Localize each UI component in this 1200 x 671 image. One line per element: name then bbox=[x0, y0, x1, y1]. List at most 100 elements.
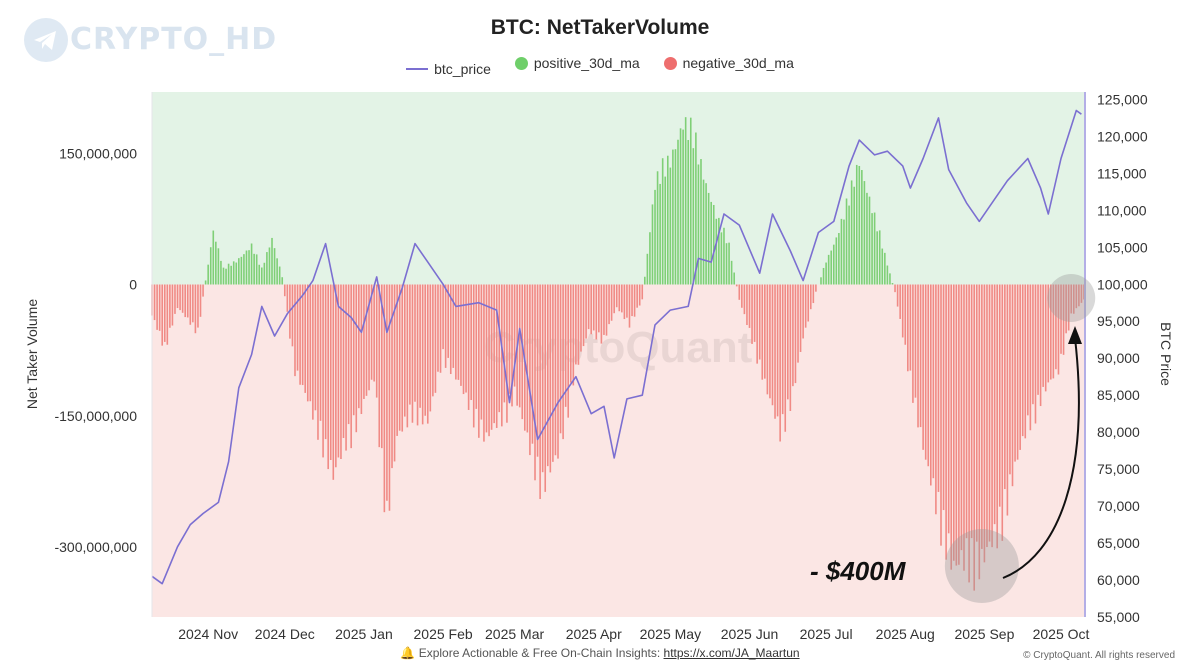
negative-bar bbox=[179, 284, 181, 311]
negative-bar bbox=[1070, 284, 1073, 314]
positive-bar bbox=[684, 117, 687, 285]
negative-bar bbox=[301, 284, 304, 386]
positive-bar bbox=[702, 179, 705, 285]
negative-bar bbox=[363, 284, 365, 399]
positive-bar bbox=[822, 267, 825, 285]
negative-bar bbox=[1044, 284, 1047, 392]
negative-bar bbox=[797, 284, 799, 363]
negative-bar bbox=[1009, 284, 1011, 475]
negative-bar bbox=[370, 284, 373, 380]
negative-bar bbox=[386, 284, 388, 501]
negative-bar bbox=[904, 284, 907, 345]
negative-bar bbox=[917, 284, 919, 428]
y-tick-right-label: 70,000 bbox=[1097, 498, 1140, 514]
x-tick-label: 2025 Apr bbox=[566, 626, 622, 642]
negative-bar bbox=[940, 284, 942, 546]
positive-bar bbox=[204, 280, 207, 285]
legend-item-btc-price[interactable]: btc_price bbox=[406, 61, 491, 77]
footer-link[interactable]: https://x.com/JA_Maartun bbox=[663, 646, 800, 660]
negative-bar bbox=[603, 284, 605, 335]
negative-bar bbox=[324, 284, 327, 440]
negative-bar bbox=[447, 284, 449, 358]
positive-bar bbox=[260, 267, 263, 285]
btc-price-line bbox=[151, 109, 1082, 585]
negative-bar bbox=[1047, 284, 1050, 383]
positive-bar bbox=[705, 183, 707, 285]
chart-title: BTC: NetTakerVolume bbox=[490, 16, 710, 39]
positive-bar bbox=[881, 248, 884, 285]
negative-bar bbox=[296, 284, 299, 371]
negative-bar bbox=[166, 284, 169, 345]
positive-bar bbox=[873, 212, 876, 285]
negative-bar bbox=[171, 284, 174, 326]
cryptoquant-watermark: CryptoQuant bbox=[484, 323, 753, 372]
positive-bar bbox=[843, 219, 845, 285]
positive-bar bbox=[863, 181, 866, 285]
negative-bar bbox=[981, 284, 983, 549]
negative-bar bbox=[784, 284, 787, 432]
negative-bar bbox=[383, 284, 386, 513]
negative-bar bbox=[306, 284, 309, 402]
negative-bar bbox=[1055, 284, 1057, 370]
negative-bar bbox=[291, 284, 294, 347]
positive-bar bbox=[220, 260, 222, 285]
positive-bar bbox=[255, 254, 258, 285]
positive-bar bbox=[855, 164, 858, 285]
negative-bar bbox=[945, 284, 947, 560]
annotation-group bbox=[944, 274, 1096, 603]
positive-bar bbox=[886, 265, 889, 285]
y-tick-right-label: 60,000 bbox=[1097, 572, 1140, 588]
negative-bar bbox=[809, 284, 812, 310]
negative-bar bbox=[475, 284, 478, 409]
legend-item-negative[interactable]: negative_30d_ma bbox=[663, 55, 794, 71]
negative-bar bbox=[1078, 284, 1080, 307]
negative-bar bbox=[909, 284, 912, 371]
negative-bar bbox=[598, 284, 600, 333]
negative-bar bbox=[294, 284, 296, 377]
negative-bar bbox=[942, 284, 945, 511]
negative-bar bbox=[192, 284, 194, 323]
axes: 150,000,000 0 -150,000,000 -300,000,000 125,… bbox=[54, 91, 1147, 642]
positive-bar bbox=[720, 232, 723, 285]
negative-bar bbox=[335, 284, 337, 468]
negative-bar bbox=[1037, 284, 1039, 395]
negative-bar bbox=[513, 284, 516, 387]
positive-bar bbox=[215, 241, 217, 285]
negative-bar bbox=[317, 284, 319, 440]
negative-bar bbox=[1001, 284, 1004, 541]
y-tick-left-label: 150,000,000 bbox=[59, 145, 137, 161]
legend-item-positive[interactable]: positive_30d_ma bbox=[514, 55, 640, 71]
negative-bar bbox=[812, 284, 815, 304]
positive-bar bbox=[271, 237, 273, 285]
negative-bar bbox=[1042, 284, 1044, 387]
positive-bar bbox=[222, 267, 225, 285]
y-tick-left-label: -300,000,000 bbox=[54, 539, 137, 555]
positive-bar bbox=[707, 192, 710, 285]
negative-bar bbox=[452, 284, 455, 368]
positive-bar bbox=[268, 247, 271, 285]
positive-bar bbox=[687, 139, 690, 285]
negative-bar bbox=[378, 284, 381, 448]
negative-bar bbox=[623, 284, 626, 320]
positive-bar bbox=[830, 250, 833, 285]
y-tick-left-label: -150,000,000 bbox=[54, 408, 137, 424]
negative-bar bbox=[518, 284, 521, 408]
negative-bar bbox=[467, 284, 470, 410]
negative-bar bbox=[978, 284, 981, 580]
negative-bar bbox=[753, 284, 756, 342]
negative-bar bbox=[419, 284, 421, 408]
negative-bar bbox=[608, 284, 610, 325]
x-tick-label: 2025 Jun bbox=[721, 626, 779, 642]
positive-bar bbox=[884, 252, 886, 285]
positive-bar bbox=[278, 266, 281, 285]
negative-bar bbox=[552, 284, 554, 462]
y-tick-right-label: 115,000 bbox=[1097, 165, 1147, 181]
positive-bar bbox=[232, 261, 235, 285]
negative-bar bbox=[633, 284, 636, 317]
negative-bar bbox=[340, 284, 342, 460]
negative-bar bbox=[465, 284, 467, 393]
negative-bar bbox=[986, 284, 988, 548]
positive-bar bbox=[697, 164, 700, 285]
negative-bar bbox=[299, 284, 301, 385]
